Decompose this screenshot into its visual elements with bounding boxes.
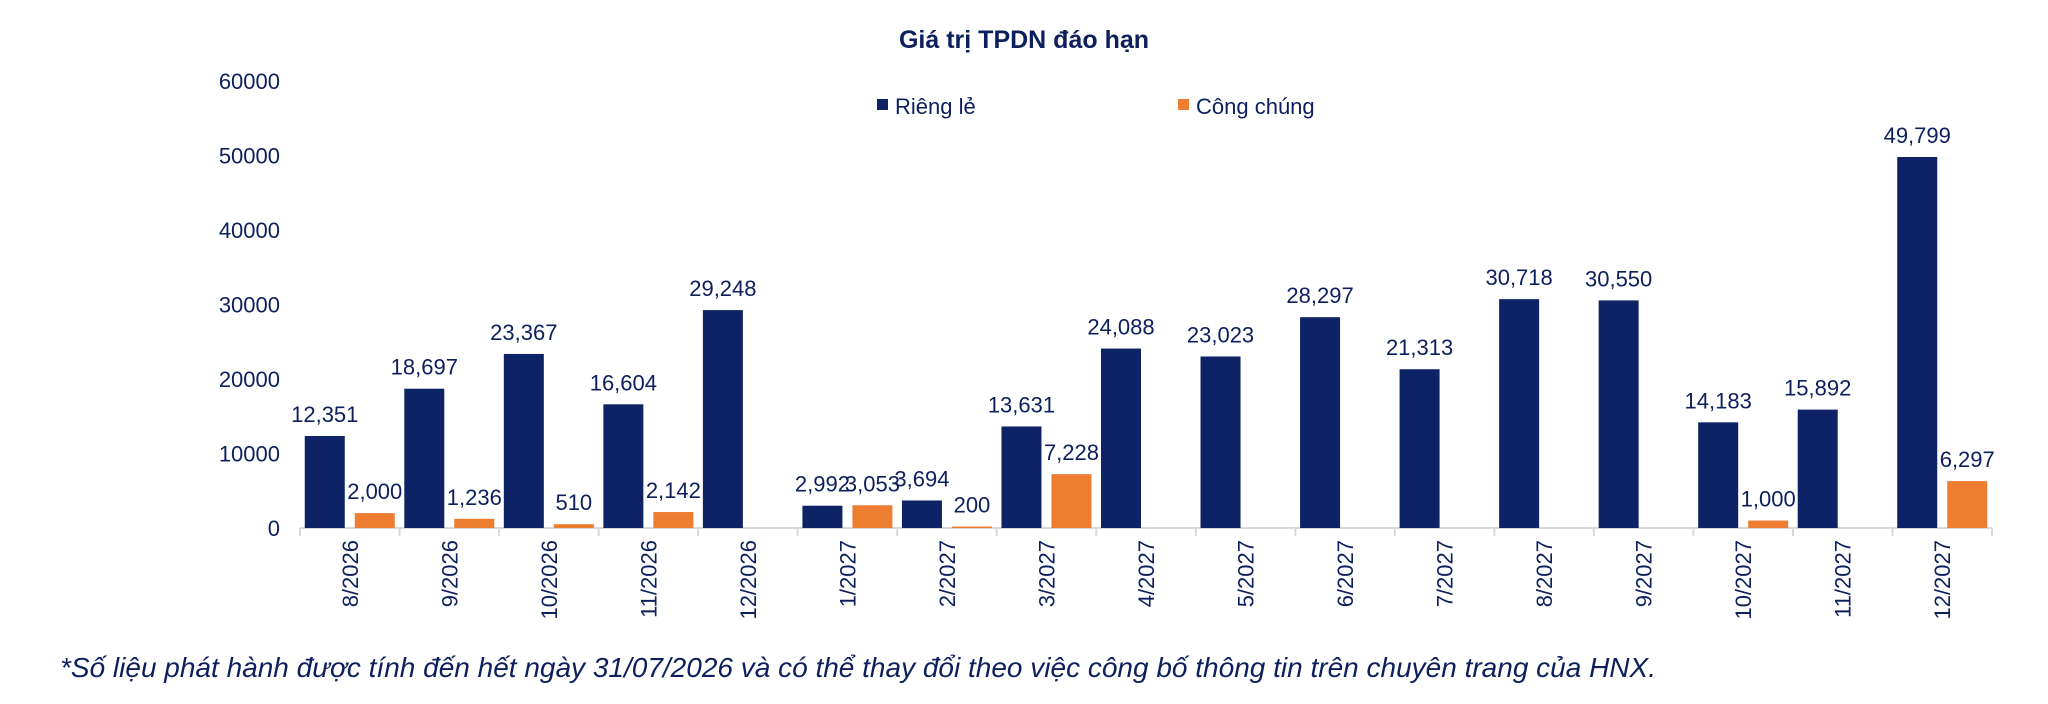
data-label-rieng-le: 14,183	[1685, 388, 1752, 413]
bar-cong-chung	[1947, 481, 1988, 528]
bar-cong-chung	[951, 526, 992, 528]
x-axis: 8/2026 9/2026 10/2026 11/2026 12/2026 1/2027 2…	[299, 527, 1993, 620]
legend-label-rieng-le: Riêng lẻ	[895, 94, 976, 119]
x-tick-label: 4/2027	[1134, 540, 1159, 607]
y-tick-label: 0	[268, 516, 280, 541]
bar-rieng-le	[404, 388, 445, 528]
data-label-cong-chung: 200	[954, 493, 991, 518]
x-tick-label: 9/2026	[437, 540, 462, 607]
x-tick-label: 3/2027	[1034, 540, 1059, 607]
legend-swatch-cong-chung	[1178, 99, 1189, 110]
data-label-rieng-le: 28,297	[1286, 283, 1353, 308]
data-label-rieng-le: 3,694	[894, 466, 949, 491]
y-tick-label: 50000	[219, 144, 280, 169]
bar-rieng-le	[603, 404, 644, 528]
bar-rieng-le	[1399, 369, 1440, 528]
legend-label-cong-chung: Công chúng	[1196, 94, 1315, 119]
bars	[304, 156, 1988, 529]
x-tick-label: 10/2026	[537, 540, 562, 620]
bar-cong-chung	[1748, 520, 1789, 528]
data-label-cong-chung: 1,000	[1741, 487, 1796, 512]
bar-cong-chung	[852, 505, 893, 528]
data-label-rieng-le: 16,604	[590, 370, 657, 395]
data-label-cong-chung: 7,228	[1044, 440, 1099, 465]
bar-rieng-le	[1897, 156, 1938, 529]
bar-cong-chung	[653, 512, 694, 528]
data-label-rieng-le: 49,799	[1884, 123, 1951, 148]
x-tick-label: 11/2026	[636, 540, 661, 618]
bar-rieng-le	[1001, 426, 1042, 528]
bar-cong-chung	[454, 518, 495, 528]
x-tick-label: 1/2027	[835, 540, 860, 607]
data-label-rieng-le: 23,023	[1187, 322, 1254, 347]
data-label-cong-chung: 510	[555, 490, 592, 515]
data-label-cong-chung: 2,142	[646, 478, 701, 503]
x-tick-label: 10/2027	[1731, 540, 1756, 620]
data-label-rieng-le: 24,088	[1087, 315, 1154, 340]
legend-swatch-rieng-le	[877, 99, 888, 110]
data-label-cong-chung: 6,297	[1940, 447, 1995, 472]
bar-rieng-le	[802, 505, 843, 528]
data-label-rieng-le: 15,892	[1784, 376, 1851, 401]
bar-cong-chung	[553, 524, 594, 528]
chart-title: Giá trị TPDN đáo hạn	[899, 26, 1149, 54]
data-label-rieng-le: 30,550	[1585, 266, 1652, 291]
bar-rieng-le	[1698, 422, 1739, 528]
data-label-rieng-le: 13,631	[988, 392, 1055, 417]
x-tick-label: 9/2027	[1632, 540, 1657, 607]
x-tick-label: 7/2027	[1433, 540, 1458, 607]
y-tick-label: 40000	[219, 218, 280, 243]
y-tick-label: 60000	[219, 69, 280, 94]
x-tick-label: 8/2027	[1532, 540, 1557, 607]
data-label-rieng-le: 29,248	[689, 276, 756, 301]
bar-rieng-le	[1200, 356, 1241, 528]
bar-rieng-le	[1797, 409, 1838, 528]
bar-rieng-le	[1300, 317, 1341, 528]
data-label-rieng-le: 18,697	[391, 355, 458, 380]
bar-rieng-le	[901, 500, 942, 528]
bar-rieng-le	[503, 353, 544, 528]
chart: Giá trị TPDN đáo hạn Riêng lẻ Công chúng…	[219, 26, 1995, 620]
data-label-cong-chung: 1,236	[447, 485, 502, 510]
x-tick-label: 5/2027	[1234, 540, 1259, 607]
x-tick-label: 12/2027	[1930, 540, 1955, 620]
footnote: *Số liệu phát hành được tính đến hết ngà…	[60, 652, 1656, 683]
bar-rieng-le	[702, 310, 743, 528]
x-tick-label: 6/2027	[1333, 540, 1358, 607]
bar-cong-chung	[354, 513, 395, 528]
data-label-cong-chung: 2,000	[347, 479, 402, 504]
bar-labels: 12,351 18,697 23,367 16,604 29,248 2,992 3,694…	[291, 123, 1995, 518]
data-label-cong-chung: 3,053	[845, 471, 900, 496]
legend: Riêng lẻ Công chúng	[877, 94, 1315, 119]
bar-rieng-le	[1101, 348, 1141, 528]
data-label-rieng-le: 23,367	[490, 320, 557, 345]
data-label-rieng-le: 21,313	[1386, 335, 1453, 360]
x-tick-label: 11/2027	[1831, 540, 1856, 618]
x-tick-label: 2/2027	[935, 540, 960, 607]
x-tick-label: 8/2026	[338, 540, 363, 607]
y-tick-label: 30000	[219, 293, 280, 318]
bar-rieng-le	[304, 435, 345, 528]
x-tick-label: 12/2026	[736, 540, 761, 620]
bar-rieng-le	[1499, 299, 1540, 528]
data-label-rieng-le: 2,992	[795, 472, 850, 497]
bar-rieng-le	[1598, 300, 1639, 528]
y-tick-label: 20000	[219, 367, 280, 392]
y-axis: 0 10000 20000 30000 40000 50000 60000	[219, 69, 280, 541]
bar-cong-chung	[1051, 474, 1092, 528]
data-label-rieng-le: 12,351	[291, 402, 358, 427]
data-label-rieng-le: 30,718	[1485, 265, 1552, 290]
y-tick-label: 10000	[219, 442, 280, 467]
